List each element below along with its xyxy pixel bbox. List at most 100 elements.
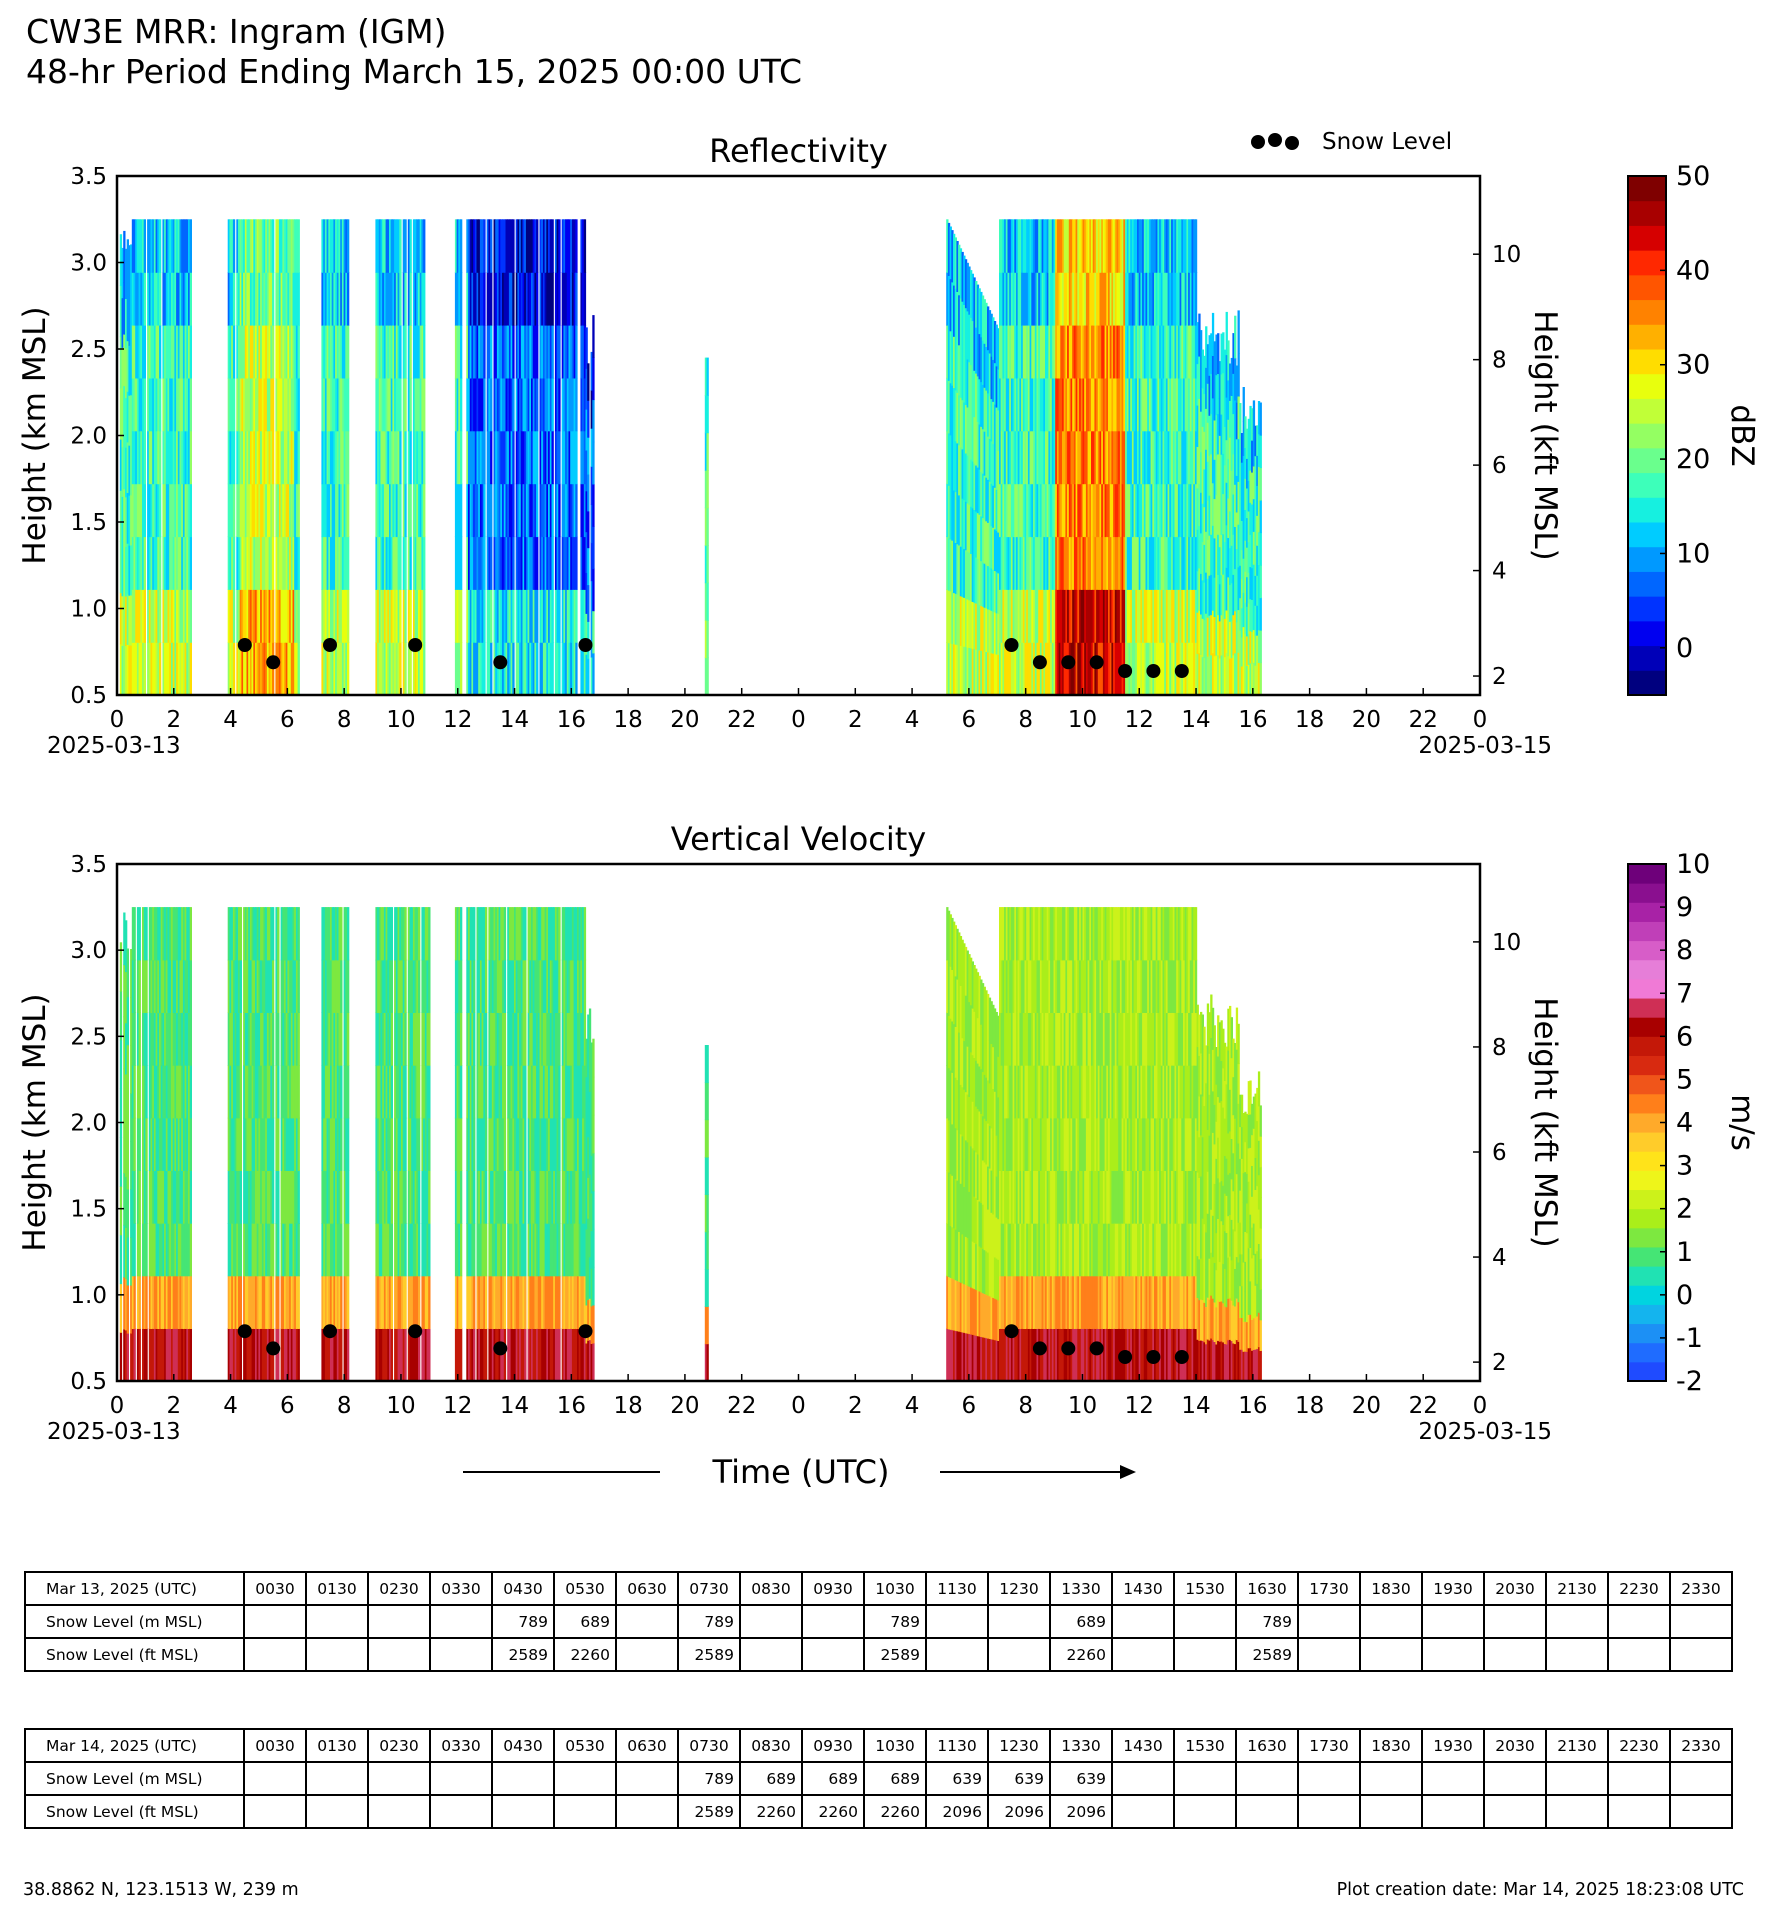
echo-cell bbox=[333, 219, 336, 273]
echo-cell bbox=[1162, 219, 1165, 273]
echo-cell bbox=[263, 1275, 266, 1329]
echo-cell bbox=[1092, 325, 1095, 379]
echo-cell bbox=[976, 375, 980, 422]
echo-cell bbox=[1133, 430, 1136, 485]
echo-cell bbox=[968, 314, 971, 363]
echo-cell bbox=[1007, 219, 1010, 273]
echo-cell bbox=[1257, 662, 1261, 696]
echo-cell bbox=[260, 1012, 263, 1066]
echo-cell bbox=[153, 1117, 157, 1171]
echo-cell bbox=[397, 377, 400, 432]
echo-cell bbox=[414, 642, 417, 696]
echo-cell bbox=[997, 369, 1000, 411]
echo-cell bbox=[1174, 536, 1177, 590]
echo-cell bbox=[956, 341, 959, 393]
echo-cell bbox=[285, 1275, 288, 1329]
echo-cell bbox=[951, 385, 954, 438]
echo-cell bbox=[285, 536, 288, 590]
echo-cell bbox=[159, 1328, 162, 1382]
echo-cell bbox=[498, 1223, 501, 1277]
echo-cell bbox=[295, 219, 299, 273]
echo-cell bbox=[382, 325, 385, 379]
echo-cell bbox=[508, 1065, 512, 1119]
echo-cell bbox=[1007, 377, 1010, 432]
echo-cell bbox=[1189, 272, 1193, 326]
echo-cell bbox=[263, 325, 266, 379]
echo-cell bbox=[297, 1117, 300, 1171]
echo-cell bbox=[524, 907, 527, 961]
echo-cell bbox=[1126, 219, 1130, 273]
echo-cell bbox=[231, 1170, 234, 1224]
echo-cell bbox=[256, 430, 259, 485]
echo-cell bbox=[1159, 483, 1162, 538]
echo-cell bbox=[1162, 325, 1165, 379]
echo-cell bbox=[378, 1275, 382, 1329]
echo-cell bbox=[328, 536, 331, 590]
echo-cell bbox=[1031, 219, 1034, 273]
echo-cell bbox=[1060, 642, 1063, 696]
echo-cell bbox=[1165, 536, 1169, 590]
echo-cell bbox=[119, 541, 123, 594]
echo-cell bbox=[565, 325, 568, 379]
echo-cell bbox=[531, 642, 534, 696]
echo-cell bbox=[1033, 483, 1036, 538]
echo-cell bbox=[1135, 325, 1138, 379]
echo-cell bbox=[292, 483, 295, 538]
echo-cell bbox=[1225, 482, 1228, 526]
echo-cell bbox=[188, 589, 191, 643]
echo-cell bbox=[229, 377, 232, 432]
echo-cell bbox=[138, 589, 141, 643]
echo-cell bbox=[423, 589, 426, 643]
echo-cell bbox=[551, 219, 554, 273]
echo-cell bbox=[229, 1065, 232, 1119]
echo-cell bbox=[284, 377, 287, 432]
echo-cell bbox=[481, 483, 484, 538]
echo-cell bbox=[1036, 325, 1039, 379]
echo-cell bbox=[554, 219, 558, 273]
echo-cell bbox=[238, 907, 241, 961]
echo-cell bbox=[145, 1065, 148, 1119]
echo-cell bbox=[394, 219, 397, 273]
y-right-tick-label: 4 bbox=[1492, 559, 1507, 585]
echo-cell bbox=[983, 475, 986, 520]
echo-cell bbox=[1244, 633, 1247, 665]
echo-cell bbox=[454, 219, 458, 273]
echo-cell bbox=[1070, 642, 1073, 696]
echo-cell bbox=[389, 430, 392, 485]
echo-cell bbox=[568, 483, 571, 538]
echo-cell bbox=[184, 325, 187, 379]
echo-cell bbox=[592, 610, 595, 654]
echo-cell bbox=[469, 272, 472, 326]
echo-cell bbox=[1116, 589, 1119, 643]
echo-cell bbox=[1215, 494, 1218, 536]
echo-cell bbox=[471, 1223, 474, 1277]
echo-cell bbox=[532, 1117, 535, 1171]
echo-cell bbox=[165, 589, 169, 643]
echo-cell bbox=[282, 959, 285, 1013]
echo-cell bbox=[568, 377, 571, 432]
echo-cell bbox=[232, 642, 236, 696]
echo-cell bbox=[246, 272, 249, 326]
echo-cell bbox=[507, 219, 510, 273]
echo-cell bbox=[1222, 453, 1225, 495]
echo-cell bbox=[282, 1223, 285, 1277]
echo-cell bbox=[1244, 664, 1247, 696]
echo-cell bbox=[323, 325, 326, 379]
echo-cell bbox=[402, 1275, 405, 1329]
echo-cell bbox=[147, 219, 150, 273]
echo-cell bbox=[162, 483, 165, 538]
echo-cell bbox=[1210, 494, 1213, 535]
echo-cell bbox=[239, 642, 242, 696]
echo-cell bbox=[1135, 377, 1138, 432]
echo-cell bbox=[1186, 377, 1189, 432]
echo-cell bbox=[378, 959, 382, 1013]
echo-cell bbox=[172, 1223, 175, 1277]
echo-cell bbox=[1104, 483, 1107, 538]
echo-cell bbox=[970, 553, 973, 602]
echo-cell bbox=[1211, 652, 1215, 696]
echo-cell bbox=[275, 1065, 278, 1119]
echo-cell bbox=[1082, 219, 1085, 273]
echo-cell bbox=[514, 1275, 517, 1329]
echo-cell bbox=[476, 1117, 479, 1171]
echo-cell bbox=[1225, 609, 1228, 654]
